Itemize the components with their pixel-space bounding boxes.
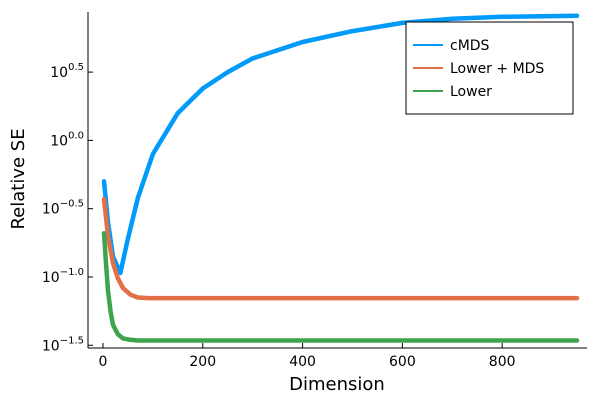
x-tick-label: 600 <box>389 354 416 370</box>
series-layer <box>101 13 580 343</box>
y-axis-title: Relative SE <box>8 128 29 229</box>
y-tick-label: 100.0 <box>50 130 84 149</box>
y-tick-label: 10−0.5 <box>42 199 84 218</box>
x-tick-label: 200 <box>189 354 216 370</box>
legend-label: Lower + MDS <box>450 61 544 77</box>
legend: cMDS Lower + MDS Lower <box>405 21 574 115</box>
x-tick-label: 0 <box>99 354 108 370</box>
legend-label: cMDS <box>450 38 490 54</box>
y-tick-label: 100.5 <box>50 62 84 81</box>
series-line-lower <box>101 231 580 343</box>
legend-label: Lower <box>450 84 492 100</box>
x-axis-title: Dimension <box>289 374 385 395</box>
y-tick-label: 10−1.0 <box>42 267 84 286</box>
y-tick-label: 10−1.5 <box>42 335 84 354</box>
axes-layer: 0 200 400 600 800 100.5 100.0 10−0.5 10−1.0 10−1.… <box>42 12 587 370</box>
series-line-lower-mds <box>101 196 580 301</box>
series-line-cmds <box>101 13 580 276</box>
x-tick-label: 400 <box>289 354 316 370</box>
x-tick-label: 800 <box>489 354 516 370</box>
